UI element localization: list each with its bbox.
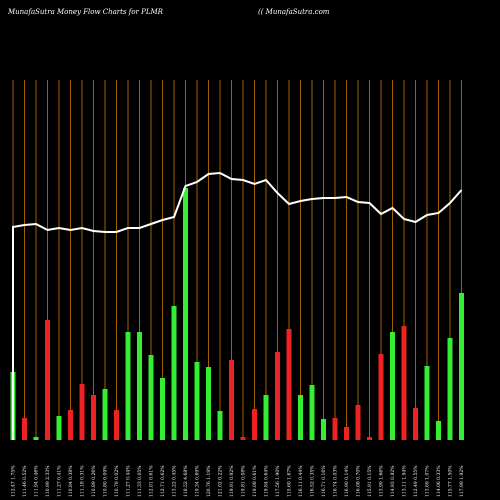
x-tick-label: 115.91 0.15%: [367, 465, 373, 497]
x-tick-label: 113.99 1.66%: [379, 465, 385, 497]
bar: [183, 188, 188, 440]
x-tick-label: 110.84 0.38%: [68, 465, 74, 497]
bar: [321, 419, 326, 440]
x-tick-label: 119.34 0.69%: [195, 465, 201, 497]
x-tick-label: 116.71 0.16%: [321, 465, 327, 497]
x-tick-label: 116.74 0.03%: [333, 465, 339, 497]
bar: [125, 332, 131, 440]
bar: [275, 352, 280, 440]
x-tick-label: 115.60 1.67%: [287, 465, 293, 497]
bar: [79, 384, 85, 440]
bar: [424, 366, 430, 440]
bar: [45, 320, 50, 440]
bar: [413, 408, 418, 440]
bar: [332, 418, 338, 440]
chart-title: MunafaSutra Money Flow Charts for PLMR: [7, 8, 164, 16]
x-tick-label: 111.27 0.41%: [57, 465, 63, 497]
x-tick-label: 111.46 0.52%: [22, 465, 28, 497]
x-tick-label: 119.08 0.61%: [252, 465, 258, 497]
x-tick-label: 117.56 1.90%: [275, 465, 281, 497]
bar: [459, 293, 464, 440]
x-tick-label: 112.47 1.75%: [11, 465, 17, 497]
bar: [436, 421, 441, 440]
bar: [355, 405, 361, 440]
bar: [68, 410, 73, 440]
x-tick-label: 111.18 0.31%: [80, 465, 86, 497]
bar: [91, 395, 96, 440]
x-tick-label: 121.02 0.22%: [218, 465, 224, 497]
x-tick-label: 113.11 1.94%: [402, 465, 408, 497]
x-tick-label: 116.52 0.35%: [310, 465, 316, 497]
x-tick-label: 115.77 1.50%: [448, 465, 454, 497]
x-tick-label: 111.33 0.05%: [137, 465, 143, 497]
x-tick-label: 112.71 0.62%: [160, 465, 166, 497]
bar: [367, 437, 372, 440]
bar: [114, 410, 119, 440]
bar: [401, 326, 407, 440]
x-tick-label: 119.91 0.92%: [229, 465, 235, 497]
bars: [10, 188, 464, 440]
x-tick-label: 110.80 0.09%: [103, 465, 109, 497]
x-tick-label: 120.76 1.19%: [206, 465, 212, 497]
price-line: [12, 171, 463, 440]
bar: [344, 427, 349, 440]
x-tick-label: 116.90 0.14%: [344, 465, 350, 497]
x-tick-label: 116.08 0.70%: [356, 465, 362, 497]
x-tick-label: 113.22 0.45%: [172, 465, 178, 497]
x-tick-label: 119.84 0.64%: [264, 465, 270, 497]
bar: [206, 367, 211, 440]
bar: [309, 385, 315, 440]
bar: [298, 395, 303, 440]
chart-subtitle: (( MunafaSutra.com: [258, 8, 330, 16]
x-tick-label: 112.01 0.61%: [149, 465, 155, 497]
x-tick-label: 112.49 0.55%: [413, 465, 419, 497]
price-line-group: [12, 171, 463, 440]
bar: [171, 306, 177, 440]
x-tick-label: 111.94 0.46%: [34, 465, 40, 497]
x-tick-label: 114.93 0.82%: [390, 465, 396, 497]
x-tick-label: 110.89 0.26%: [91, 465, 97, 497]
x-tick-label: 110.78 0.02%: [114, 465, 120, 497]
bar: [148, 355, 154, 440]
bar: [240, 437, 246, 440]
bar: [263, 395, 269, 440]
x-tick-label: 111.27 0.44%: [126, 465, 132, 497]
bar: [252, 409, 257, 440]
x-tick-label: 114.06 0.33%: [436, 465, 442, 497]
bar: [22, 418, 27, 440]
x-tick-label: 119.81 0.08%: [241, 465, 247, 497]
bar: [56, 416, 62, 440]
x-tick-label: 110.99 2.33%: [45, 465, 51, 497]
bar: [194, 362, 200, 440]
bar: [390, 332, 395, 440]
bar: [378, 354, 384, 440]
x-tick-label: 118.52 4.68%: [183, 465, 189, 497]
bar: [229, 360, 234, 440]
bar: [102, 389, 108, 440]
x-tick-label: 117.99 1.92%: [459, 465, 465, 497]
bar: [160, 378, 165, 440]
bar: [217, 411, 223, 440]
x-tick-label: 113.69 1.07%: [425, 465, 431, 497]
x-tick-label: 116.11 0.44%: [298, 465, 304, 497]
x-labels: 112.47 1.75% 111.46 0.52% 111.94 0.46% 110.…: [11, 465, 466, 497]
bar: [137, 332, 142, 440]
bar: [447, 338, 453, 440]
bar: [33, 437, 39, 440]
bar: [286, 329, 292, 440]
